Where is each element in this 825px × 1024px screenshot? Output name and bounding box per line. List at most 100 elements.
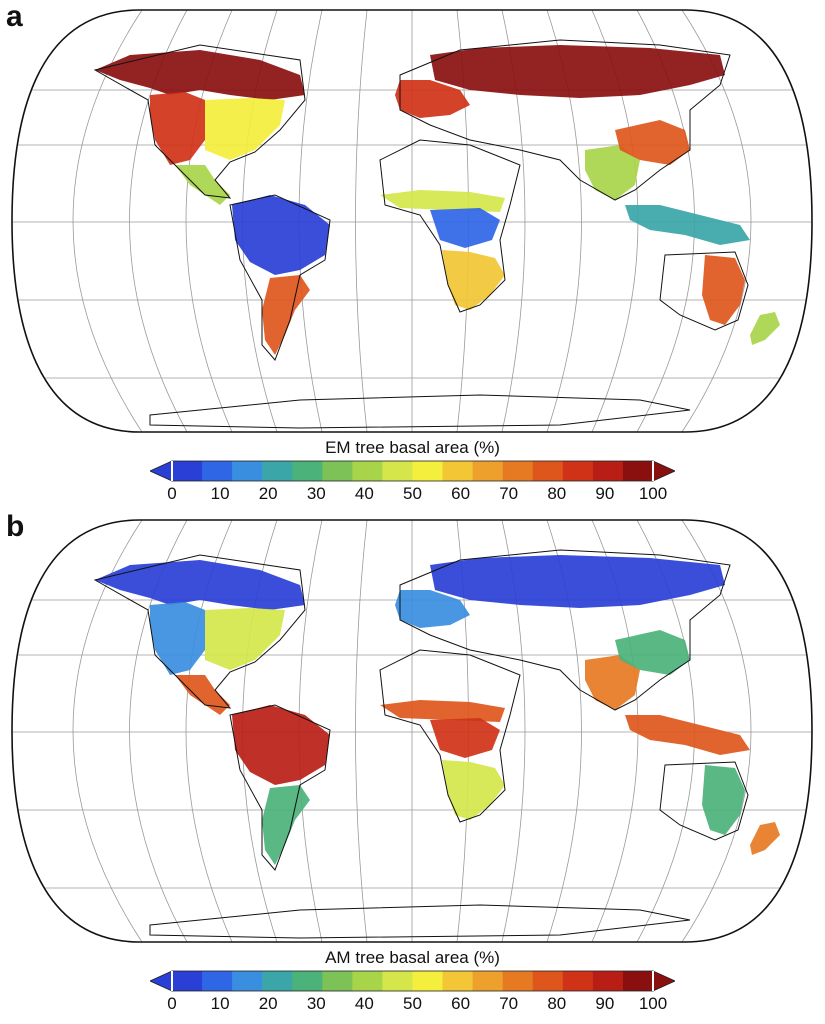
region-indonesia (625, 205, 750, 245)
colorbar-tick-label: 10 (210, 994, 230, 1013)
colorbar-tick-label: 60 (451, 484, 471, 503)
colorbar-tick-label: 20 (258, 994, 278, 1013)
region-eastern-united-states (205, 98, 285, 160)
region-western-north-america (150, 92, 205, 165)
colorbar-tick-label: 100 (638, 484, 668, 503)
panel-b: b AM tree basal area (%) 0 10 20 30 40 50 60 70… (0, 510, 825, 1022)
colorbar-swatch (232, 971, 263, 991)
colorbar-tick-label: 30 (306, 484, 326, 503)
region-australia-east (702, 255, 745, 325)
region-eastern-united-states (205, 608, 285, 670)
colorbar-tick-label: 50 (403, 994, 422, 1013)
region-new-zealand (750, 312, 780, 345)
colorbar-swatch (232, 461, 263, 481)
region-sahel (380, 190, 505, 212)
colorbar-tick-label: 60 (451, 994, 471, 1013)
colorbar-swatch (622, 971, 654, 991)
colorbar-swatch (322, 971, 353, 991)
colorbar-swatch (382, 461, 413, 481)
region-southeast-asia (585, 655, 640, 710)
region-southern-south-america (262, 275, 310, 355)
colorbar-swatch (292, 971, 323, 991)
colorbar-tick-label: 0 (167, 484, 177, 503)
colorbar-swatch (472, 971, 504, 991)
colorbar-tick-label: 30 (306, 994, 326, 1013)
colorbar-min-arrow (150, 970, 173, 992)
colorbar-min-arrow (150, 460, 173, 482)
region-australia-east (702, 765, 745, 835)
region-boreal-north-america (95, 50, 305, 100)
panel-letter: b (6, 510, 25, 543)
colorbar-ticks: 0 10 20 30 40 50 60 70 80 90 100 (0, 994, 825, 1016)
map-outline (11, 9, 813, 433)
colorbar-swatch (322, 461, 353, 481)
colorbar-swatch (382, 971, 413, 991)
colorbar-swatch (412, 461, 444, 481)
colorbar-tick-label: 10 (210, 484, 230, 503)
region-congo-basin (430, 208, 500, 248)
region-southern-africa (442, 760, 505, 820)
land-outlines (93, 39, 749, 429)
colorbar (150, 970, 675, 992)
colorbar-max-arrow (652, 460, 675, 482)
region-fills (95, 45, 780, 355)
colorbar-swatch (262, 971, 293, 991)
colorbar-tick-label: 70 (499, 484, 519, 503)
colorbar-tick-label: 90 (595, 994, 615, 1013)
colorbar-swatch (592, 971, 624, 991)
colorbar-swatch (502, 461, 534, 481)
colorbar-tick-label: 100 (638, 994, 668, 1013)
region-siberia (430, 555, 725, 608)
region-east-asia (615, 120, 690, 165)
region-indonesia (625, 715, 750, 755)
world-map (11, 9, 813, 433)
region-southern-south-america (262, 785, 310, 865)
region-southeast-asia (585, 145, 640, 200)
region-east-asia (615, 630, 690, 675)
region-new-zealand (750, 822, 780, 855)
region-europe (395, 80, 470, 118)
colorbar-swatch (562, 461, 594, 481)
region-sahel (380, 700, 505, 722)
colorbar-swatch (532, 971, 564, 991)
map-outline (11, 519, 813, 943)
colorbar-swatch (172, 461, 203, 481)
legend-title: EM tree basal area (%) (325, 438, 500, 457)
land-outlines (93, 549, 749, 939)
colorbar-swatch (442, 461, 474, 481)
colorbar-max-arrow (652, 970, 675, 992)
colorbar-swatch (412, 971, 444, 991)
colorbar-swatch (592, 461, 624, 481)
colorbar-swatch (532, 461, 564, 481)
colorbar-swatch (292, 461, 323, 481)
panel-a: a EM tree basal area (%) 0 10 20 30 40 50 60 70… (0, 0, 825, 506)
colorbar-swatch (562, 971, 594, 991)
region-europe (395, 590, 470, 628)
region-amazon (232, 195, 330, 275)
colorbar-swatch (472, 461, 504, 481)
region-amazon (232, 705, 330, 785)
colorbar-swatch (502, 971, 534, 991)
colorbar-swatch (442, 971, 474, 991)
colorbar-tick-label: 40 (354, 484, 374, 503)
world-map (11, 519, 813, 943)
colorbar-tick-label: 0 (167, 994, 177, 1013)
colorbar-swatch (202, 461, 233, 481)
region-fills (95, 555, 780, 865)
colorbar-swatch (172, 971, 203, 991)
colorbar-tick-label: 80 (547, 484, 567, 503)
colorbar-tick-label: 80 (547, 994, 567, 1013)
colorbar-swatch (352, 971, 383, 991)
colorbar-tick-label: 70 (499, 994, 519, 1013)
colorbar-swatch (622, 461, 654, 481)
colorbar-swatch (262, 461, 293, 481)
region-central-america (175, 165, 230, 205)
colorbar-swatch (202, 971, 233, 991)
region-central-america (175, 675, 230, 715)
colorbar-ticks: 0 10 20 30 40 50 60 70 80 90 100 (0, 484, 825, 506)
colorbar-tick-label: 90 (595, 484, 615, 503)
colorbar-tick-label: 50 (403, 484, 422, 503)
region-western-north-america (150, 602, 205, 675)
region-siberia (430, 45, 725, 98)
panel-letter: a (6, 0, 23, 33)
